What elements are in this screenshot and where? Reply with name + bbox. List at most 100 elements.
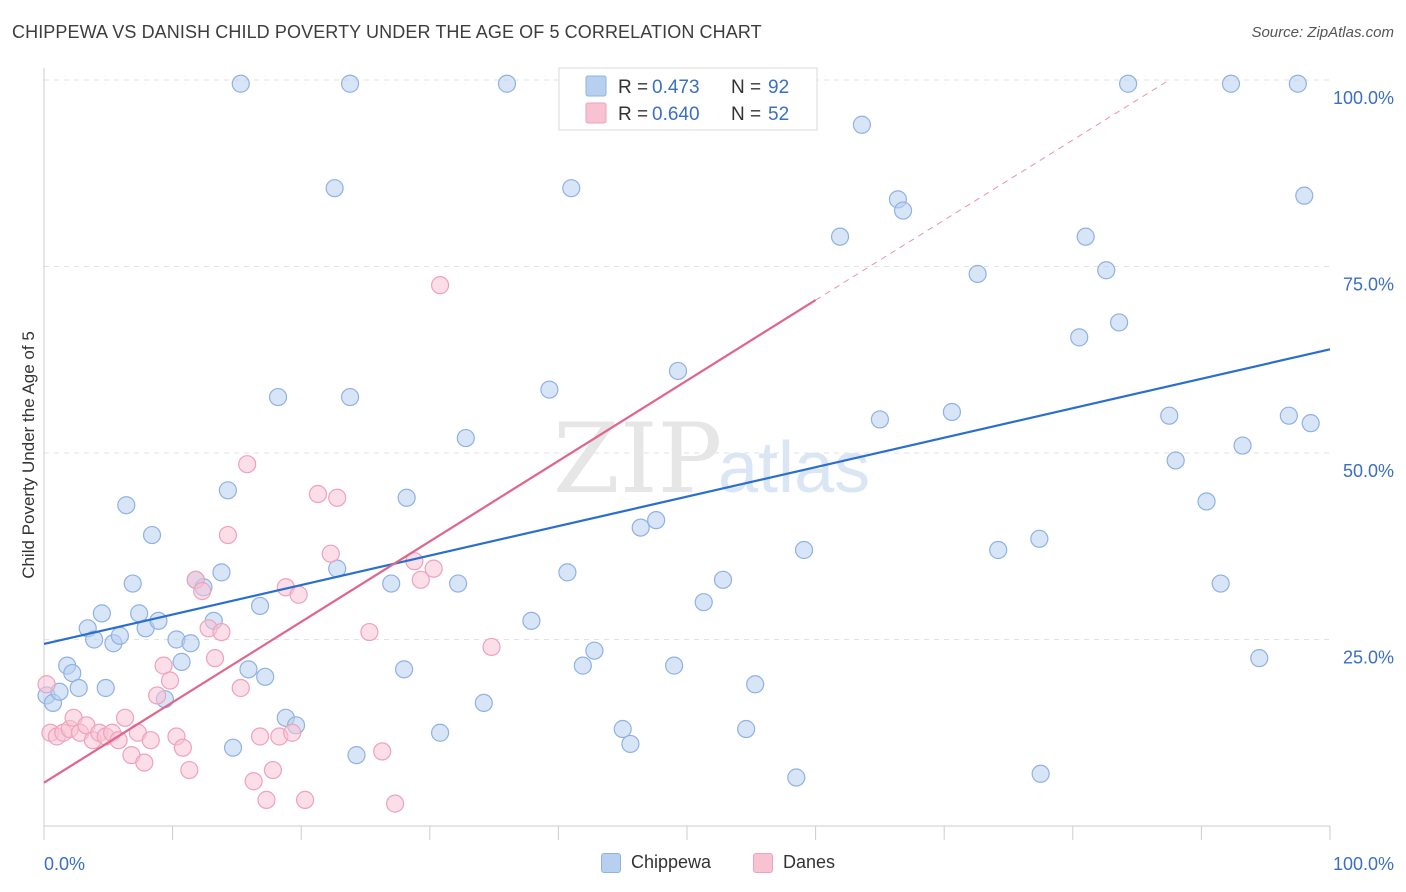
y-tick-label: 25.0%	[1343, 648, 1394, 668]
chippewa-point	[397, 488, 416, 507]
chippewa-point	[123, 574, 142, 593]
chippewa-point	[737, 719, 756, 739]
danes-point	[321, 544, 340, 563]
legend-bottom-label-chippewa: Chippewa	[631, 852, 712, 872]
danes-point	[360, 622, 379, 642]
chippewa-point	[787, 768, 806, 787]
chippewa-point	[540, 380, 559, 399]
chippewa-point	[562, 179, 581, 198]
chippewa-point	[149, 611, 168, 630]
danes-point	[160, 671, 180, 690]
danes-point	[283, 723, 302, 742]
chippewa-point	[268, 387, 288, 407]
chippewa-point	[558, 563, 577, 582]
chippewa-point	[989, 540, 1008, 560]
chippewa-point	[1160, 406, 1179, 425]
chippewa-point	[668, 361, 688, 381]
danes-point	[37, 675, 56, 694]
chippewa-point	[223, 738, 243, 757]
danes-point	[218, 525, 237, 545]
chippewa-point	[1076, 227, 1095, 246]
chippewa-point	[497, 74, 517, 93]
danes-point	[430, 276, 450, 295]
y-tick-label: 100.0%	[1333, 88, 1394, 108]
legend-r-value-1: 0.473	[652, 77, 700, 98]
chippewa-point	[621, 734, 640, 754]
chart-title: CHIPPEWA VS DANISH CHILD POVERTY UNDER T…	[12, 22, 762, 42]
danes-point	[141, 731, 160, 750]
chippewa-point	[794, 540, 814, 560]
danes-point	[482, 637, 501, 657]
chippewa-point	[218, 481, 237, 500]
chippewa-point	[340, 387, 360, 407]
danes-point	[424, 559, 443, 578]
trend-lines	[43, 79, 1331, 784]
watermark: ZIP atlas	[553, 403, 870, 515]
danes-point	[263, 760, 283, 780]
x-tick-label: 0.0%	[44, 854, 85, 874]
legend-n-value-2: 52	[768, 104, 789, 125]
danes-point	[173, 738, 192, 757]
chippewa-point	[1279, 406, 1298, 425]
chippewa-point	[96, 678, 115, 698]
chippewa-point	[1197, 492, 1216, 511]
chippewa-point	[117, 496, 136, 515]
chippewa-point	[1288, 74, 1307, 93]
chippewa-point	[142, 525, 162, 545]
legend-r-label-1: R =	[618, 77, 648, 98]
y-tick-label: 75.0%	[1343, 275, 1394, 295]
chippewa-point	[92, 604, 111, 623]
grid-lines	[44, 79, 1330, 640]
chippewa-point	[1233, 436, 1252, 455]
chippewa-point	[1070, 328, 1089, 347]
chippewa-point	[256, 667, 275, 686]
legend-item-danes: Danes	[753, 852, 835, 873]
chippewa-point	[647, 511, 666, 530]
danes-point	[385, 794, 405, 813]
danes-point	[193, 581, 212, 601]
chippewa-point	[85, 630, 104, 649]
legend-top: R = 0.473 N = 92 R = 0.640 N = 52	[558, 67, 818, 131]
chippewa-point	[1031, 764, 1050, 783]
chippewa-point	[585, 641, 604, 660]
chippewa-point	[1166, 451, 1185, 470]
legend-n-value-1: 92	[768, 77, 789, 98]
legend-r-label-2: R =	[618, 104, 648, 125]
chippewa-point	[394, 660, 414, 679]
chippewa-point	[522, 611, 541, 630]
chippewa-point	[347, 746, 366, 765]
series-danes-points	[37, 276, 501, 813]
chippewa-point	[69, 678, 88, 698]
chippewa-point	[1109, 313, 1129, 332]
chippewa-point	[231, 74, 250, 93]
y-tick-labels: 25.0% 50.0% 75.0% 100.0%	[1333, 88, 1394, 668]
danes-point	[135, 753, 154, 772]
danes-point	[257, 790, 276, 809]
legend-r-value-2: 0.640	[652, 104, 700, 125]
chippewa-point	[1301, 414, 1320, 433]
trend-line-danes-extension	[815, 79, 1170, 301]
danes-point	[180, 760, 199, 780]
chippewa-point	[172, 652, 191, 671]
chippewa-point	[181, 634, 200, 653]
danes-point	[205, 649, 225, 668]
legend-item-chippewa: Chippewa	[601, 852, 711, 873]
chippewa-point	[1097, 261, 1116, 280]
chippewa-point	[474, 693, 493, 713]
danes-point	[231, 678, 250, 698]
chippewa-point	[448, 574, 468, 593]
danes-point	[115, 708, 135, 727]
x-tick-labels: 0.0% 100.0%	[44, 854, 1394, 874]
danes-point	[411, 570, 430, 589]
chippewa-point	[430, 723, 450, 742]
danes-point	[308, 484, 328, 504]
legend-swatch-danes	[585, 102, 607, 124]
danes-point	[295, 790, 315, 809]
chippewa-point	[852, 115, 871, 134]
chippewa-point	[1221, 74, 1241, 93]
chippewa-point	[631, 518, 650, 537]
chippewa-point	[713, 570, 733, 589]
danes-point	[244, 772, 263, 791]
chippewa-point	[212, 563, 231, 582]
